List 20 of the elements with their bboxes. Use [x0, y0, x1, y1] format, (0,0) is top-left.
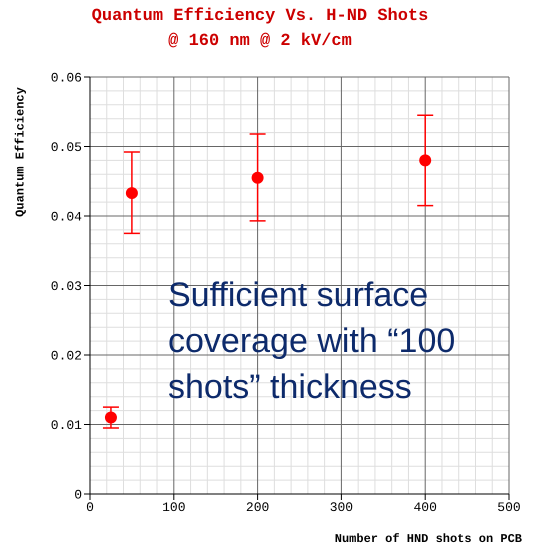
x-tick-label: 400: [413, 500, 437, 516]
point: [252, 172, 264, 184]
point: [126, 187, 138, 200]
point: [419, 154, 432, 166]
x-tick-label: 500: [497, 500, 521, 516]
x-tick-label: 200: [246, 500, 270, 516]
x-tick-label: 300: [330, 500, 354, 516]
y-tick-label: 0.02: [50, 348, 82, 364]
x-axis-title: Number of HND shots on PCB: [334, 532, 522, 546]
y-tick-label: 0.04: [50, 210, 82, 225]
y-tick-label: 0: [74, 488, 82, 503]
y-tick-label: 0.05: [50, 140, 82, 156]
y-axis-title: Quantum Efficiency: [14, 87, 28, 217]
point: [104, 412, 117, 424]
y-tick-label: 0.06: [50, 70, 82, 86]
y-tick-label: 0.01: [50, 418, 82, 434]
x-tick-label: 0: [86, 500, 94, 516]
x-tick-label: 100: [162, 500, 186, 516]
y-tick-label: 0.03: [50, 279, 82, 294]
chart-title: Quantum Efficiency Vs. H-ND Shots @ 160 nm @ 2 kV/cm: [90, 6, 430, 53]
